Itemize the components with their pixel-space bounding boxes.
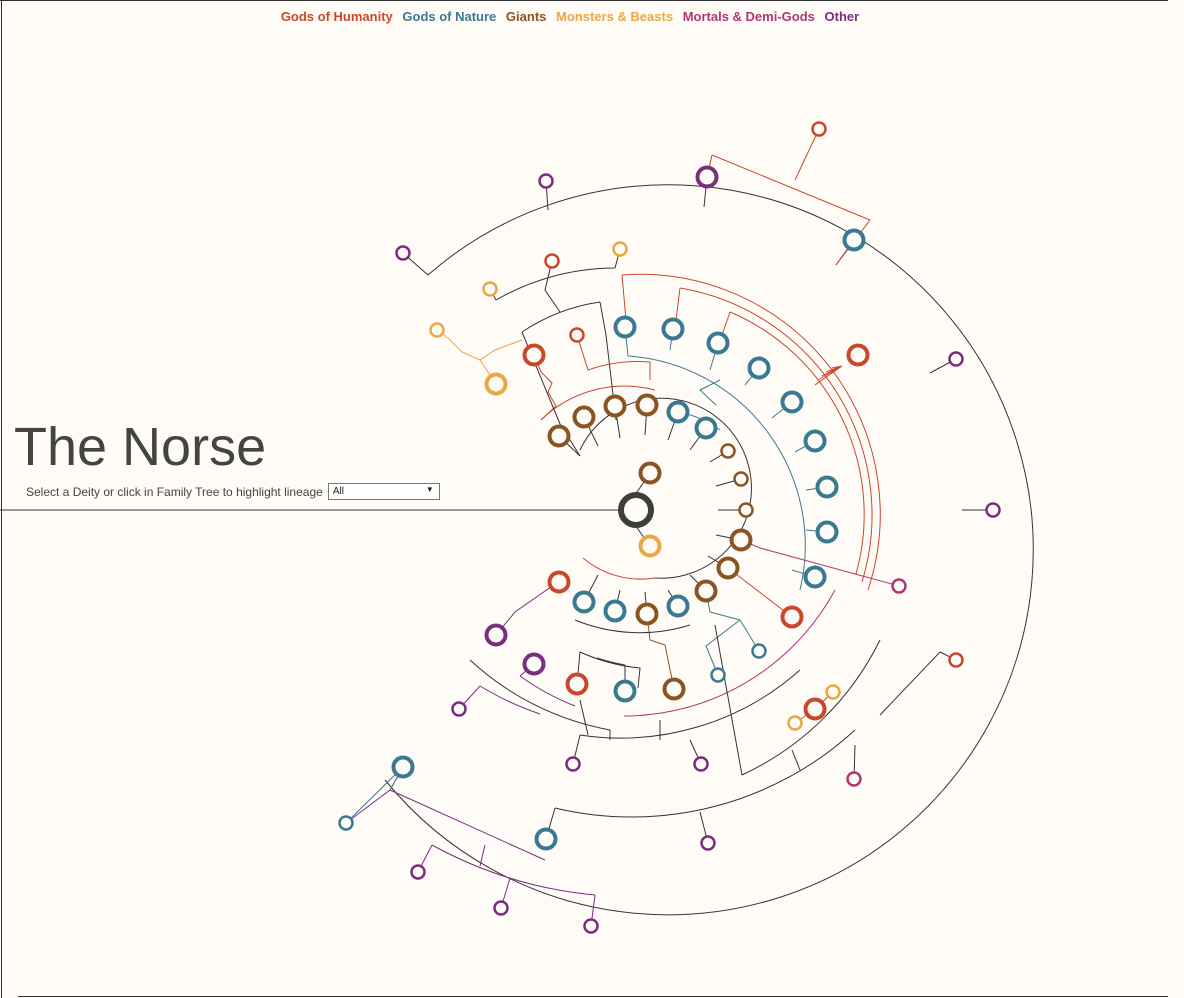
deity-node-giants-small-1[interactable] <box>733 471 749 487</box>
root-node[interactable] <box>618 492 654 528</box>
deity-node-giants-small-0[interactable] <box>720 443 736 459</box>
deity-node-other-small-27[interactable] <box>583 918 599 934</box>
deity-node-nature-large-14[interactable] <box>780 390 804 414</box>
deity-node-nature-large-18[interactable] <box>803 565 827 589</box>
deity-node-monsters-small-9[interactable] <box>429 322 445 338</box>
deity-selector-row: Select a Deity or click in Family Tree t… <box>26 483 440 500</box>
page-title: The Norse <box>14 417 267 477</box>
deity-node-giants-large-3[interactable] <box>572 405 596 429</box>
tree-links <box>345 128 1034 927</box>
deity-node-nature-large-15[interactable] <box>803 429 827 453</box>
deity-node-nature-large-10[interactable] <box>613 315 637 339</box>
deity-node-nature-small-15[interactable] <box>710 667 726 683</box>
deity-node-humanity-small-6[interactable] <box>544 253 560 269</box>
deity-node-other-large-35[interactable] <box>695 165 719 189</box>
chevron-down-icon: ▼ <box>425 485 434 494</box>
legend-monsters-beasts[interactable]: Monsters & Beasts <box>556 9 674 24</box>
deity-node-humanity-large-27[interactable] <box>547 570 571 594</box>
deity-node-nature-large-37[interactable] <box>391 755 415 779</box>
deity-node-other-small-11[interactable] <box>948 351 964 367</box>
legend-giants[interactable]: Giants <box>505 9 547 24</box>
deity-node-giants-large-22[interactable] <box>694 579 718 603</box>
deity-node-giants-small-2[interactable] <box>738 502 754 518</box>
deity-node-humanity-small-18[interactable] <box>948 652 964 668</box>
deity-node-humanity-small-3[interactable] <box>569 327 585 343</box>
link-inner-ring-lower <box>582 557 656 580</box>
deity-node-other-small-4[interactable] <box>538 173 554 189</box>
tree-nodes[interactable] <box>338 121 1001 934</box>
deity-node-humanity-small-10[interactable] <box>811 121 827 137</box>
deity-node-humanity-large-8[interactable] <box>522 343 546 367</box>
deity-node-mortals-small-19[interactable] <box>846 771 862 787</box>
deity-node-monsters-large-9[interactable] <box>484 372 508 396</box>
deity-select[interactable]: All ▼ <box>327 483 440 500</box>
deity-node-other-large-32[interactable] <box>522 652 546 676</box>
deity-node-humanity-large-34[interactable] <box>803 697 827 721</box>
deity-select-value: All <box>332 486 344 497</box>
deity-node-nature-large-11[interactable] <box>661 317 685 341</box>
deity-node-nature-large-26[interactable] <box>572 590 596 614</box>
deity-node-monsters-small-8[interactable] <box>482 281 498 297</box>
deity-node-other-small-25[interactable] <box>410 864 426 880</box>
link-inner-ring <box>579 397 752 579</box>
deity-node-giants-large-20[interactable] <box>729 528 753 552</box>
deity-node-humanity-large-28[interactable] <box>780 605 804 629</box>
deity-node-other-small-12[interactable] <box>985 502 1001 518</box>
category-legend: Gods of Humanity Gods of Nature Giants M… <box>0 9 1140 24</box>
deity-node-nature-large-6[interactable] <box>666 400 690 424</box>
deity-node-giants-large-24[interactable] <box>635 602 659 626</box>
deity-node-other-small-20[interactable] <box>451 701 467 717</box>
legend-gods-of-nature[interactable]: Gods of Nature <box>402 9 497 24</box>
deity-node-giants-large-4[interactable] <box>603 394 627 418</box>
deity-node-giants-large-5[interactable] <box>635 393 659 417</box>
deity-node-nature-large-38[interactable] <box>534 827 558 851</box>
legend-mortals-demi-gods[interactable]: Mortals & Demi-Gods <box>682 9 815 24</box>
deity-node-other-small-26[interactable] <box>493 900 509 916</box>
deity-node-monsters-small-16[interactable] <box>825 684 841 700</box>
frame-bottom-border <box>18 996 1168 997</box>
deity-node-humanity-large-19[interactable] <box>846 343 870 367</box>
deity-node-nature-large-16[interactable] <box>815 475 839 499</box>
deity-node-other-small-23[interactable] <box>700 835 716 851</box>
deity-node-monsters-large-1[interactable] <box>638 534 662 558</box>
deity-node-nature-large-23[interactable] <box>666 594 690 618</box>
legend-other[interactable]: Other <box>824 9 860 24</box>
deity-node-nature-large-12[interactable] <box>706 331 730 355</box>
deity-node-other-small-21[interactable] <box>565 756 581 772</box>
legend-gods-of-humanity[interactable]: Gods of Humanity <box>280 9 393 24</box>
deity-node-nature-small-14[interactable] <box>751 643 767 659</box>
deity-node-giants-large-31[interactable] <box>662 677 686 701</box>
deity-node-giants-large-21[interactable] <box>716 556 740 580</box>
deity-node-other-small-22[interactable] <box>693 756 709 772</box>
deity-node-nature-small-24[interactable] <box>338 815 354 831</box>
deity-node-nature-large-7[interactable] <box>694 416 718 440</box>
deity-node-giants-large-2[interactable] <box>547 424 571 448</box>
deity-node-other-large-33[interactable] <box>484 623 508 647</box>
deity-node-nature-large-17[interactable] <box>815 520 839 544</box>
frame-left-border <box>1 0 2 998</box>
frame-top-border <box>0 0 1168 1</box>
deity-node-giants-large-0[interactable] <box>638 461 662 485</box>
deity-node-monsters-small-17[interactable] <box>787 715 803 731</box>
deity-node-nature-large-13[interactable] <box>747 356 771 380</box>
deity-node-nature-large-30[interactable] <box>613 679 637 703</box>
deity-node-other-small-5[interactable] <box>395 245 411 261</box>
deity-node-mortals-small-13[interactable] <box>891 578 907 594</box>
deity-node-monsters-small-7[interactable] <box>612 241 628 257</box>
deity-node-nature-large-36[interactable] <box>842 228 866 252</box>
deity-node-nature-large-25[interactable] <box>603 599 627 623</box>
deity-node-humanity-large-29[interactable] <box>565 672 589 696</box>
deity-selector-label: Select a Deity or click in Family Tree t… <box>26 484 323 499</box>
